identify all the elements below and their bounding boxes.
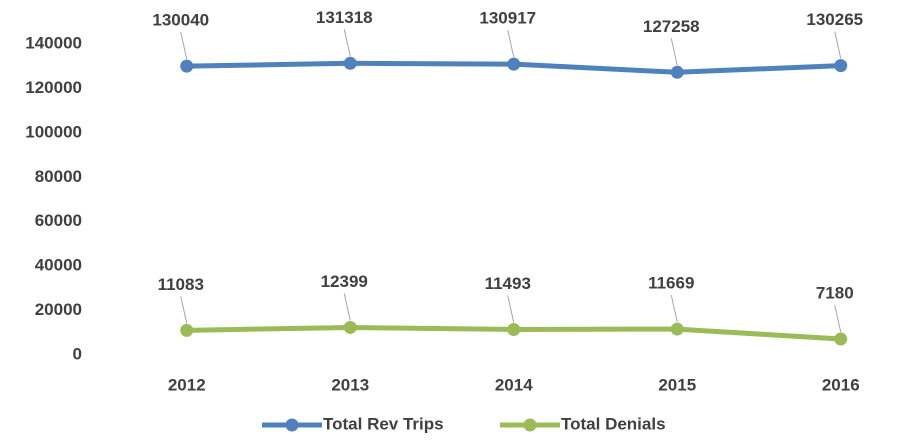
data-point [670,65,684,79]
legend-label: Total Rev Trips [323,414,444,433]
data-label: 11083 [158,275,204,294]
x-tick-label: 2014 [495,375,533,394]
data-point [180,59,194,73]
data-point [343,320,357,334]
leader-line [507,295,515,323]
data-label: 7180 [816,284,854,303]
data-label: 11669 [648,274,694,293]
data-point [670,322,684,336]
data-point [180,323,194,337]
legend-marker [285,418,299,432]
leader-line [507,30,515,58]
y-tick-label: 100000 [25,122,82,141]
y-tick-label: 140000 [25,33,82,52]
data-label: 131318 [316,8,373,27]
leader-line [670,294,678,323]
y-tick-label: 80000 [35,167,82,186]
x-tick-label: 2015 [658,375,696,394]
x-tick-label: 2012 [168,375,206,394]
data-label: 127258 [643,17,700,36]
leader-line [834,304,842,333]
leader-line [180,32,188,60]
x-tick-label: 2013 [331,375,369,394]
data-point [834,332,848,346]
leader-line [180,296,188,324]
y-tick-label: 120000 [25,78,82,97]
legend-marker [523,418,537,432]
y-tick-label: 60000 [35,211,82,230]
data-label: 11493 [485,274,531,293]
data-label: 12399 [321,272,368,291]
y-tick-label: 40000 [35,256,82,275]
leader-line [343,293,351,321]
y-tick-label: 20000 [35,300,82,319]
x-tick-label: 2016 [822,375,860,394]
data-point [834,59,848,73]
leader-line [670,38,678,66]
legend-label: Total Denials [561,414,666,433]
data-label: 130040 [152,11,209,30]
y-tick-label: 0 [73,344,82,363]
data-label: 130917 [479,9,536,28]
data-point [507,322,521,336]
leader-line [834,31,842,59]
data-label: 130265 [806,10,863,29]
leader-line [343,29,351,57]
data-point [507,57,521,71]
data-point [343,56,357,70]
